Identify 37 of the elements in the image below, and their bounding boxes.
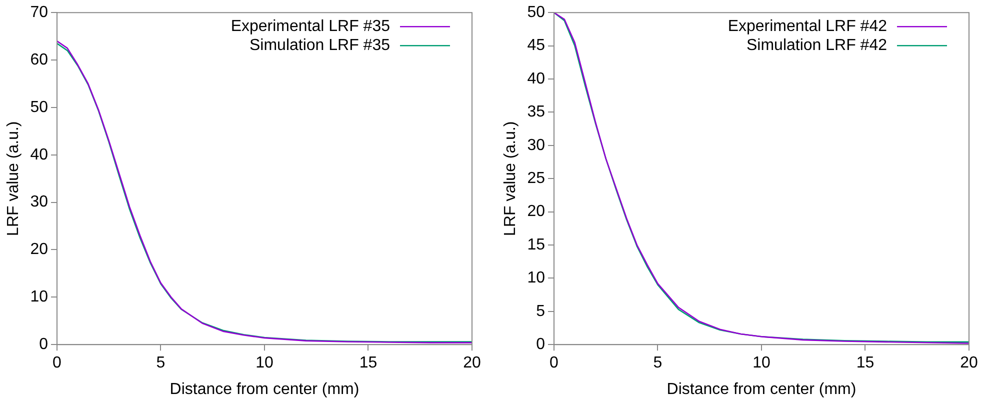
x-axis-title: Distance from center (mm) bbox=[666, 380, 856, 398]
y-tick-label: 40 bbox=[30, 146, 48, 164]
y-tick-label: 0 bbox=[536, 336, 546, 354]
y-tick-label: 50 bbox=[30, 98, 48, 116]
x-tick-label: 0 bbox=[550, 354, 559, 372]
x-tick-label: 5 bbox=[653, 354, 662, 372]
x-axis-title: Distance from center (mm) bbox=[170, 380, 360, 398]
y-tick-label: 35 bbox=[527, 104, 546, 121]
y-tick-label: 10 bbox=[30, 288, 48, 306]
y-tick-label: 70 bbox=[30, 4, 48, 22]
y-tick-label: 30 bbox=[527, 136, 546, 154]
x-tick-label: 15 bbox=[856, 354, 874, 372]
y-tick-label: 30 bbox=[30, 194, 48, 211]
legend-label: Experimental LRF #35 bbox=[230, 18, 390, 36]
y-tick-label: 10 bbox=[527, 270, 546, 287]
y-tick-label: 0 bbox=[39, 336, 48, 354]
y-tick-label: 5 bbox=[536, 302, 546, 320]
y-axis-title: LRF value (a.u.) bbox=[502, 121, 520, 236]
legend-label: Experimental LRF #42 bbox=[728, 18, 888, 36]
x-tick-label: 20 bbox=[960, 354, 978, 372]
y-tick-label: 15 bbox=[527, 236, 546, 254]
y-tick-label: 45 bbox=[527, 37, 546, 54]
y-tick-label: 25 bbox=[527, 170, 546, 188]
x-tick-label: 10 bbox=[256, 354, 274, 372]
x-tick-label: 20 bbox=[463, 354, 481, 372]
y-tick-label: 20 bbox=[30, 241, 48, 258]
x-tick-label: 15 bbox=[359, 354, 378, 372]
legend-label: Simulation LRF #35 bbox=[249, 37, 390, 54]
x-tick-label: 5 bbox=[156, 354, 166, 372]
x-tick-label: 0 bbox=[52, 354, 62, 372]
y-tick-label: 40 bbox=[527, 70, 546, 88]
y-tick-label: 20 bbox=[527, 203, 546, 220]
legend-label: Simulation LRF #42 bbox=[746, 37, 888, 54]
x-tick-label: 10 bbox=[752, 354, 770, 372]
y-tick-label: 50 bbox=[527, 4, 546, 22]
y-axis-title: LRF value (a.u.) bbox=[5, 121, 22, 236]
y-tick-label: 60 bbox=[30, 51, 48, 68]
